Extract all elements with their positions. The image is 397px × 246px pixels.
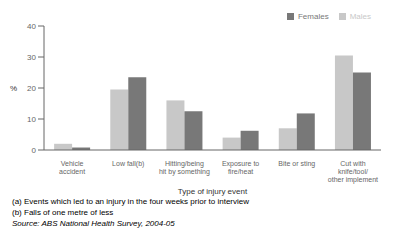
svg-text:30: 30	[27, 53, 36, 62]
html-text:(b) Falls of one metre of less: (b) Falls of one metre of less	[12, 208, 114, 217]
html-text:Source: ABS National Health Su: Source: ABS National Health Survey, 2004…	[12, 219, 175, 228]
html-text:Males: Males	[349, 12, 371, 21]
html-text:(a) Events which led to an inj: (a) Events which led to an injury in the…	[12, 197, 249, 206]
svg-text:%: %	[10, 84, 17, 93]
svg-text:Low fall(b): Low fall(b)	[112, 160, 144, 168]
svg-text:Bite or sting: Bite or sting	[278, 160, 315, 168]
svg-text:Type of injury event: Type of injury event	[178, 187, 248, 196]
svg-text:Vehicleaccident: Vehicleaccident	[59, 160, 85, 175]
svg-text:Hitting/beinghit by something: Hitting/beinghit by something	[159, 160, 210, 176]
svg-text:40: 40	[27, 22, 36, 31]
svg-text:Exposure tofire/heat: Exposure tofire/heat	[222, 160, 259, 175]
svg-text:0: 0	[32, 146, 37, 155]
svg-text:10: 10	[27, 115, 36, 124]
html-text:Females: Females	[298, 12, 329, 21]
svg-text:20: 20	[27, 84, 36, 93]
svg-text:Cut withknife/tool/other imple: Cut withknife/tool/other implement	[328, 160, 378, 184]
